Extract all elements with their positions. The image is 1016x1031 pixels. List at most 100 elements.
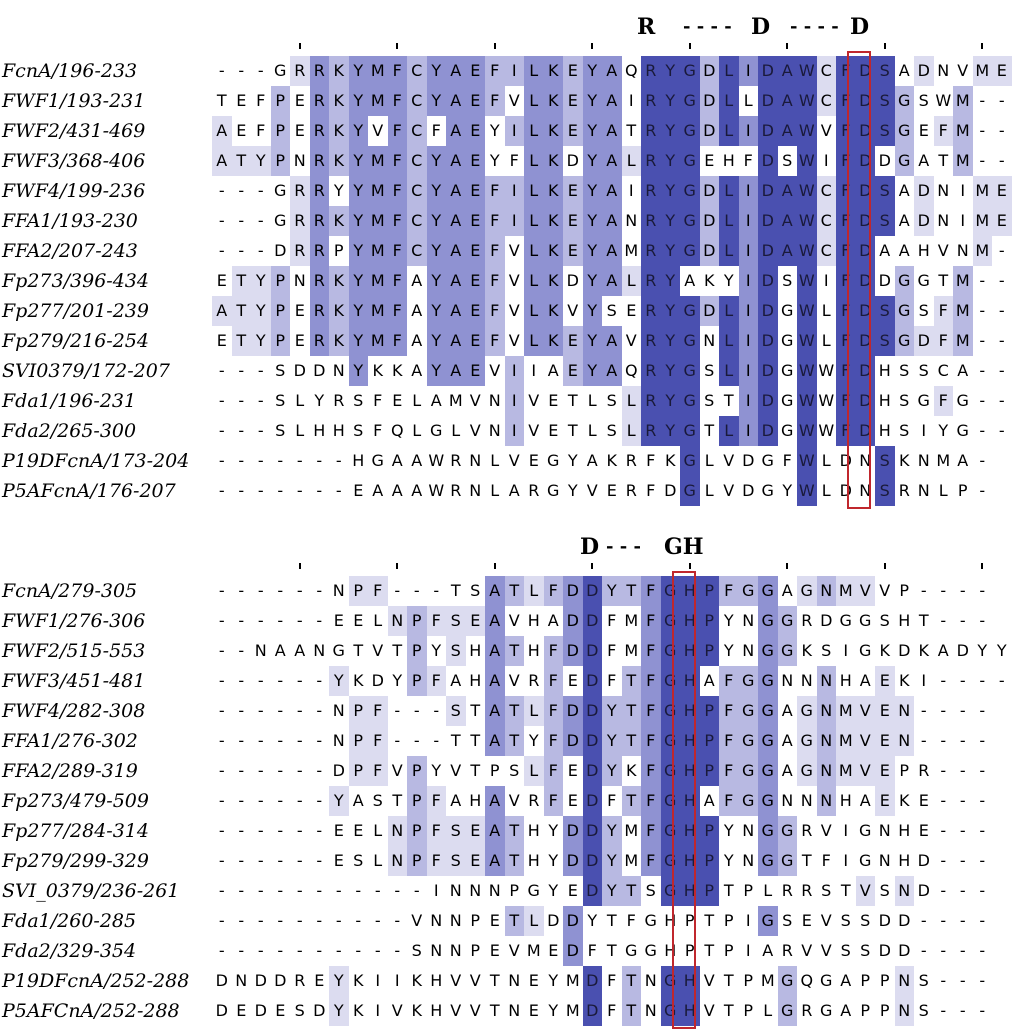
gap-residue: - [296,701,303,720]
residue: A [957,361,969,380]
residue: L [490,481,500,500]
residue: L [719,356,739,386]
residue: W [797,356,817,386]
residue: K [543,266,563,296]
gap-residue: - [979,391,986,410]
residue: A [352,791,364,810]
residue: E [353,611,364,630]
ruler-tick [396,563,399,569]
residue: Y [348,56,368,86]
gap-residue: - [257,851,264,870]
gap-residue: - [277,911,284,930]
residue: I [921,671,927,690]
gap-residue: - [238,641,245,660]
residue: I [745,941,751,960]
residue: E [875,666,895,696]
residue: R [528,481,540,500]
residue: I [531,361,537,380]
residue: Y [426,146,446,176]
residue: N [816,576,836,606]
residue: E [563,356,583,386]
residue: S [918,1001,929,1020]
residue: S [899,361,910,380]
gap-residue: - [940,701,947,720]
residue: Q [800,971,814,990]
gap-residue: - [979,421,986,440]
residue: E [465,296,485,326]
residue: V [508,791,520,810]
residue: M [953,296,973,326]
residue: P [407,666,427,696]
residue: N [625,211,638,230]
residue: D [914,176,934,206]
residue: A [602,56,622,86]
residue: P [333,241,344,260]
sequence-label: FWF3/451-481 [2,670,146,692]
residue: E [353,481,364,500]
residue: P [270,146,290,176]
residue: F [836,146,856,176]
residue: K [329,206,349,236]
residue: I [394,971,400,990]
residue: I [738,56,758,86]
residue: P [699,606,719,636]
gap-residue: - [998,391,1005,410]
residue: T [621,876,641,906]
motif-D2: D [850,14,870,40]
residue: K [392,361,403,380]
residue: I [738,236,758,266]
gap-residue: - [257,421,264,440]
gap-residue: - [296,451,303,470]
residue: C [816,236,836,266]
motif-D3: D [580,534,600,560]
residue: S [875,206,895,236]
residue: F [387,56,407,86]
sequence-label: FWF4/199-236 [2,180,146,202]
residue: F [836,296,856,326]
residue: T [216,91,227,110]
residue: D [898,641,911,660]
sequence-label: FFA2/289-319 [2,760,138,782]
residue: M [565,1001,580,1020]
residue: F [641,696,661,726]
residue: N [332,731,345,750]
residue: Y [489,151,500,170]
sequence-label: Fp273/396-434 [2,270,149,292]
residue: L [524,296,544,326]
residue: E [528,451,539,470]
residue: Y [251,296,271,326]
residue: G [781,331,794,350]
residue: D [758,386,778,416]
residue: Y [251,326,271,356]
motif-gap-2: - - - - [790,16,839,37]
residue: D [563,816,583,846]
residue: A [684,271,696,290]
residue: F [426,816,446,846]
residue: G [839,611,852,630]
residue: G [680,296,700,326]
residue: I [504,206,524,236]
gap-residue: - [257,451,264,470]
residue: E [465,326,485,356]
residue: D [699,176,719,206]
gap-residue: - [920,911,927,930]
residue: G [777,996,797,1026]
residue: T [723,391,734,410]
residue: Y [528,731,539,750]
residue: V [372,121,384,140]
residue: A [898,241,910,260]
gap-residue: - [238,391,245,410]
sequence-label: P5AFCnA/252-288 [2,1000,180,1022]
residue: M [936,451,951,470]
gap-residue: - [257,481,264,500]
gap-residue: - [238,701,245,720]
gap-residue: - [433,731,440,750]
residue: E [992,56,1012,86]
residue: F [782,451,792,470]
residue: I [738,296,758,326]
residue: R [309,176,329,206]
residue: R [898,481,910,500]
sequence-label: FFA1/193-230 [2,210,138,232]
residue: W [797,116,817,146]
residue: Y [660,386,680,416]
